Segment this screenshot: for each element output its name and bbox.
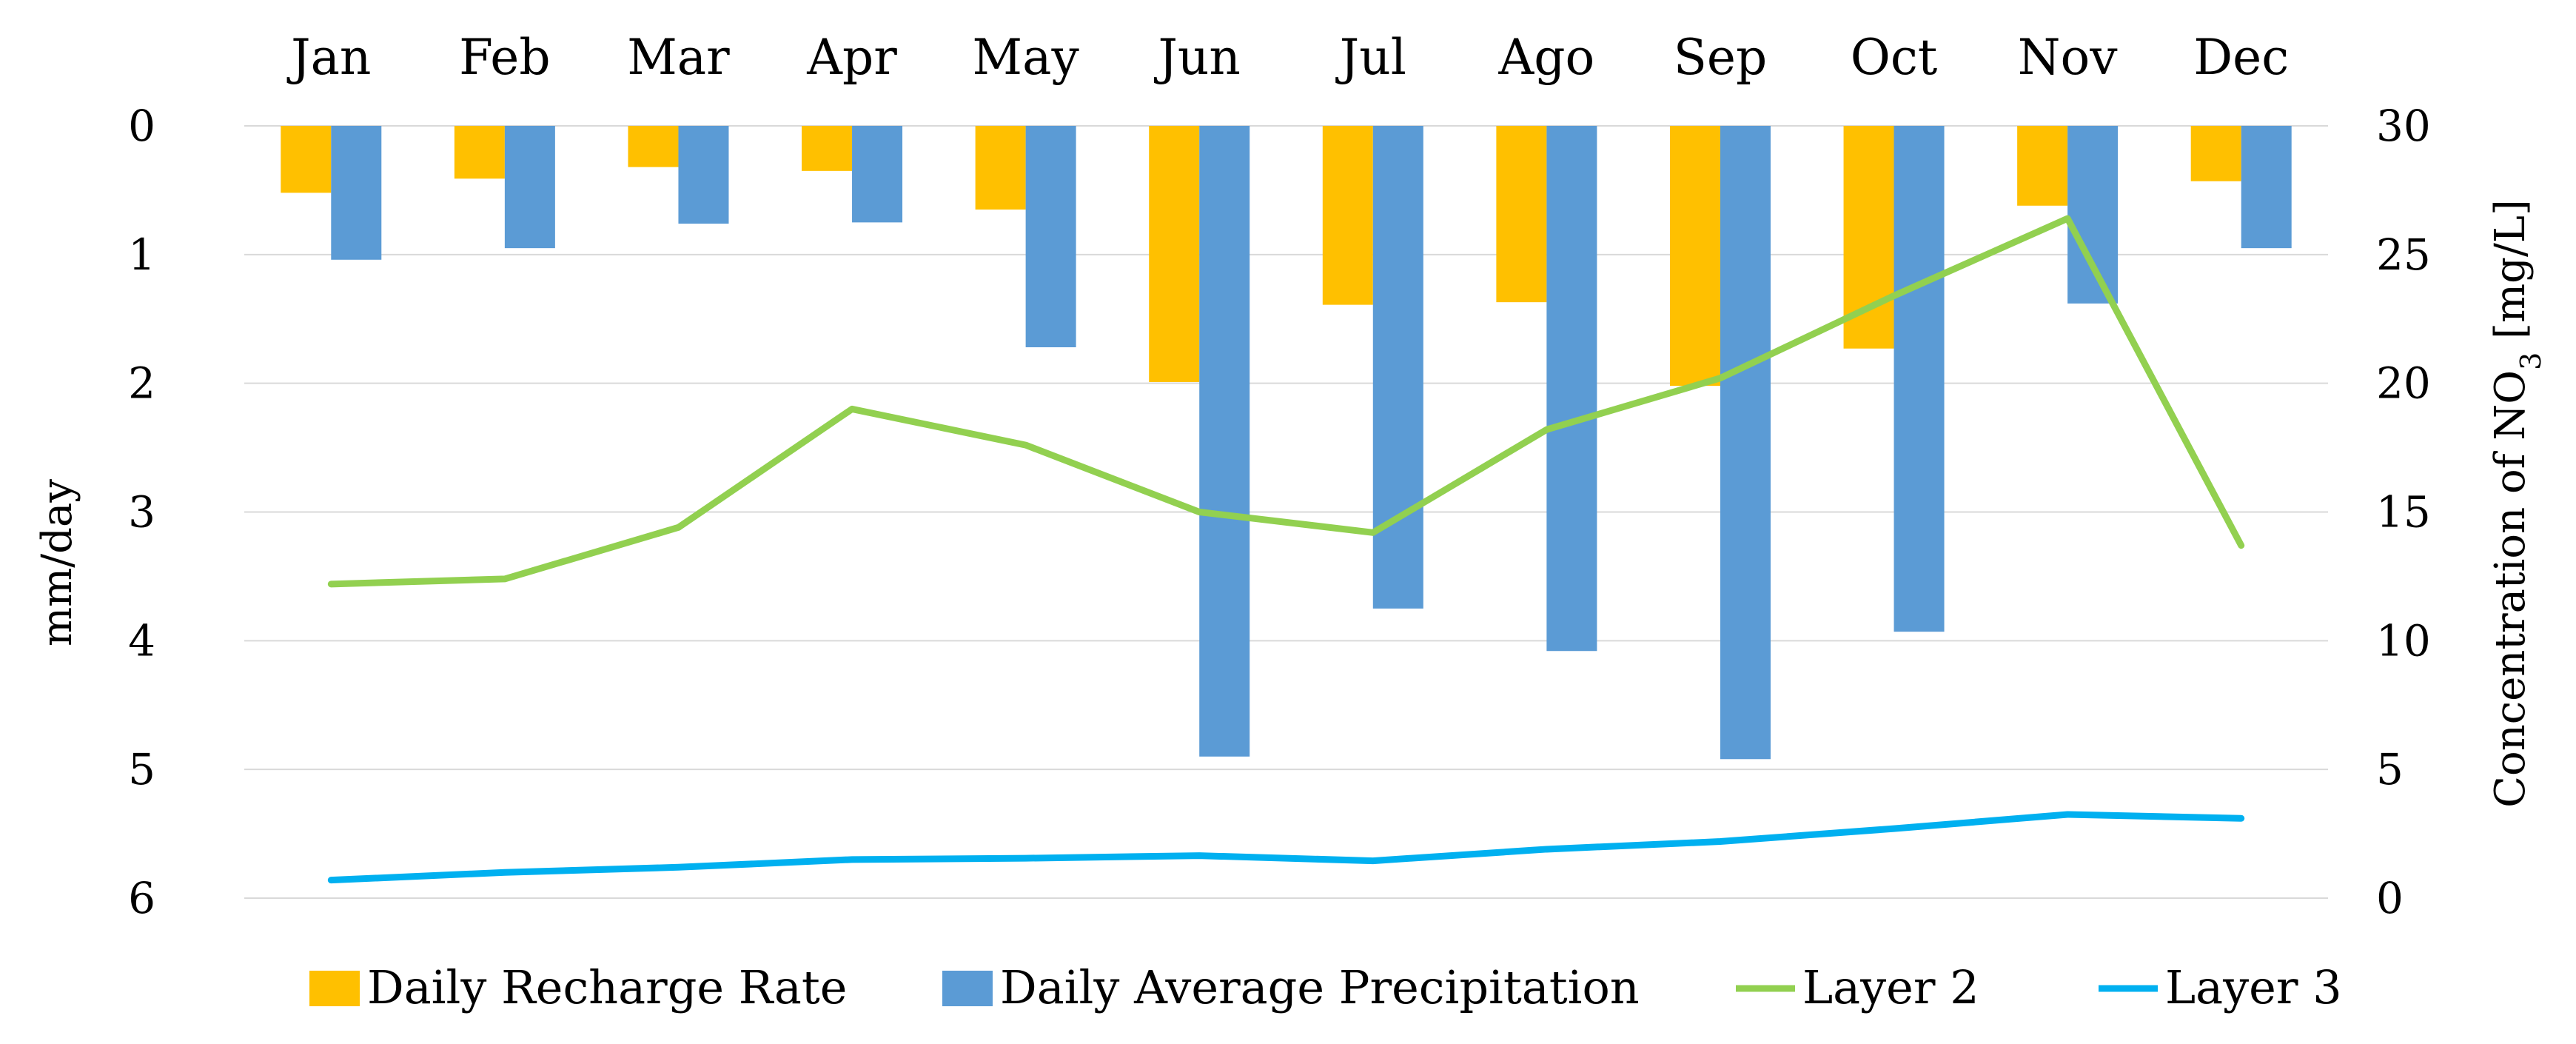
line-layer-2 xyxy=(327,215,2245,588)
precipitation-bar-may xyxy=(1025,126,1076,347)
left-tick-label: 6 xyxy=(128,873,155,923)
recharge-bar-apr xyxy=(802,126,853,171)
right-axis-ticks: 0 5 10 15 20 25 30 xyxy=(2376,101,2431,923)
legend-label: Layer 2 xyxy=(1802,960,1979,1014)
legend-label: Layer 3 xyxy=(2165,960,2342,1014)
recharge-bar-jul xyxy=(1322,126,1373,305)
month-label: Nov xyxy=(2018,29,2118,86)
left-tick-label: 4 xyxy=(128,615,155,666)
recharge-bar-dec xyxy=(2190,126,2241,181)
recharge-bar-sep xyxy=(1669,126,1720,387)
precipitation-bar-apr xyxy=(852,126,903,223)
precipitation-bar-feb xyxy=(504,126,555,249)
month-label: Sep xyxy=(1674,29,1768,86)
legend-label: Daily Recharge Rate xyxy=(367,960,847,1014)
right-tick-label: 5 xyxy=(2376,744,2404,794)
precipitation-bar-jan xyxy=(331,126,382,260)
precipitation-bar-dec xyxy=(2241,126,2292,249)
precipitation-bar-sep xyxy=(1720,126,1771,760)
precipitation-bar-oct xyxy=(1894,126,1945,632)
right-axis-title-main: Concentration of NO xyxy=(2486,370,2535,808)
month-label: Feb xyxy=(459,29,551,86)
month-label: Mar xyxy=(627,29,730,86)
month-label: May xyxy=(973,29,1080,86)
left-axis-ticks: 0 1 2 3 4 5 6 xyxy=(128,101,155,923)
month-label: Apr xyxy=(806,29,897,86)
right-tick-label: 15 xyxy=(2376,487,2431,538)
legend-item-daily-average-precipitation: Daily Average Precipitation xyxy=(942,960,1640,1014)
month-label: Jul xyxy=(1335,29,1406,86)
left-tick-label: 5 xyxy=(128,744,155,794)
recharge-bar-oct xyxy=(1843,126,1894,349)
recharge-bar-jan xyxy=(281,126,332,193)
left-tick-label: 1 xyxy=(128,230,155,280)
month-label: Dec xyxy=(2193,29,2289,86)
month-label: Jun xyxy=(1153,29,1240,86)
month-label: Oct xyxy=(1851,29,1938,86)
right-axis-title-subscript: 3 xyxy=(2515,352,2547,370)
legend-label: Daily Average Precipitation xyxy=(1000,960,1640,1014)
line-layer-3 xyxy=(327,811,2245,884)
right-tick-label: 10 xyxy=(2376,615,2431,666)
legend: Daily Recharge Rate Daily Average Precipi… xyxy=(309,960,2342,1014)
month-labels: Jan Feb Mar Apr May Jun Jul Ago Sep Oct Nov Dec xyxy=(286,29,2289,86)
right-tick-label: 20 xyxy=(2376,358,2431,409)
gridlines xyxy=(244,125,2328,899)
recharge-bar-jun xyxy=(1149,126,1200,382)
left-tick-label: 3 xyxy=(128,487,155,538)
right-tick-label: 25 xyxy=(2376,230,2431,280)
legend-item-layer-2: Layer 2 xyxy=(1736,960,1979,1014)
lines xyxy=(327,215,2245,884)
legend-item-daily-recharge-rate: Daily Recharge Rate xyxy=(309,960,847,1014)
legend-swatch xyxy=(309,971,360,1006)
precipitation-bar-nov xyxy=(2067,126,2119,304)
precipitation-bar-jul xyxy=(1372,126,1423,609)
recharge-bar-may xyxy=(975,126,1026,210)
legend-swatch xyxy=(942,971,993,1006)
right-axis-title: Concentration of NO3 [mg/L] xyxy=(2486,199,2547,808)
month-label: Jan xyxy=(286,29,371,86)
recharge-bar-feb xyxy=(454,126,505,179)
recharge-bar-nov xyxy=(2017,126,2068,206)
recharge-bar-ago xyxy=(1496,126,1547,303)
month-label: Ago xyxy=(1498,29,1595,86)
precipitation-bar-ago xyxy=(1546,126,1597,652)
legend-item-layer-3: Layer 3 xyxy=(2099,960,2342,1014)
right-axis-title-unit: [mg/L] xyxy=(2486,199,2535,352)
precipitation-bar-jun xyxy=(1199,126,1250,757)
right-tick-label: 30 xyxy=(2376,101,2431,151)
recharge-bar-mar xyxy=(628,126,679,167)
bars xyxy=(281,126,2292,760)
precipitation-bar-mar xyxy=(678,126,729,224)
left-tick-label: 2 xyxy=(128,358,155,409)
left-axis-title: mm/day xyxy=(33,479,81,646)
left-tick-label: 0 xyxy=(128,101,155,151)
right-tick-label: 0 xyxy=(2376,873,2404,923)
